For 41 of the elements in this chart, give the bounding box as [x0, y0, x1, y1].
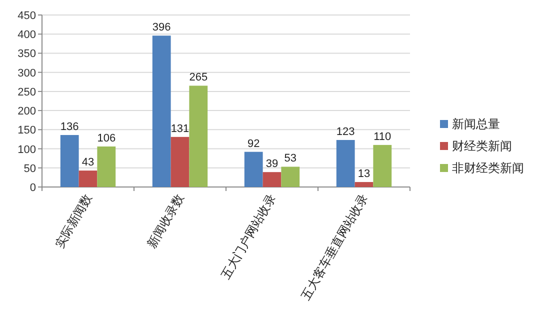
bar: [336, 140, 355, 187]
bar: [97, 146, 116, 187]
y-tick-label: 150: [18, 124, 36, 137]
bar: [189, 86, 208, 187]
x-tick-label: 五大门户网站收录: [218, 192, 279, 282]
bar: [354, 182, 374, 187]
legend-label: 财经类新闻: [452, 139, 512, 153]
x-tick-label: 新闻收录数: [144, 192, 187, 250]
bar: [152, 36, 171, 187]
data-label: 265: [189, 72, 208, 84]
y-tick-label: 400: [18, 29, 36, 42]
y-tick-label: 200: [18, 106, 36, 118]
bar: [281, 166, 300, 187]
data-label: 39: [266, 158, 278, 170]
data-label: 106: [97, 132, 116, 144]
bar: [244, 152, 263, 187]
y-tick-label: 250: [18, 86, 36, 98]
y-tick-label: 350: [18, 48, 36, 60]
data-label: 123: [336, 126, 355, 138]
data-label: 110: [374, 130, 392, 143]
bar: [262, 172, 282, 187]
x-tick-label: 五大客车垂直网站收录: [298, 192, 371, 302]
data-label: 13: [358, 168, 370, 180]
data-label: 92: [247, 138, 260, 150]
y-tick-label: 100: [18, 144, 36, 156]
data-label: 136: [60, 121, 79, 134]
data-label: 53: [284, 152, 297, 165]
y-tick-label: 0: [30, 182, 36, 194]
data-label: 43: [82, 156, 94, 169]
bar: [373, 144, 392, 187]
bar: [60, 135, 79, 187]
bar: [170, 136, 190, 187]
x-tick-label: 实际新闻数: [52, 192, 95, 250]
legend-label: 新闻总量: [452, 117, 500, 131]
data-label: 131: [170, 122, 190, 135]
bar: [78, 170, 98, 187]
y-tick-label: 450: [18, 10, 36, 22]
legend-label: 非财经类新闻: [452, 161, 524, 175]
y-tick-label: 300: [18, 67, 36, 80]
y-tick-label: 50: [24, 162, 36, 175]
data-label: 396: [152, 22, 171, 34]
